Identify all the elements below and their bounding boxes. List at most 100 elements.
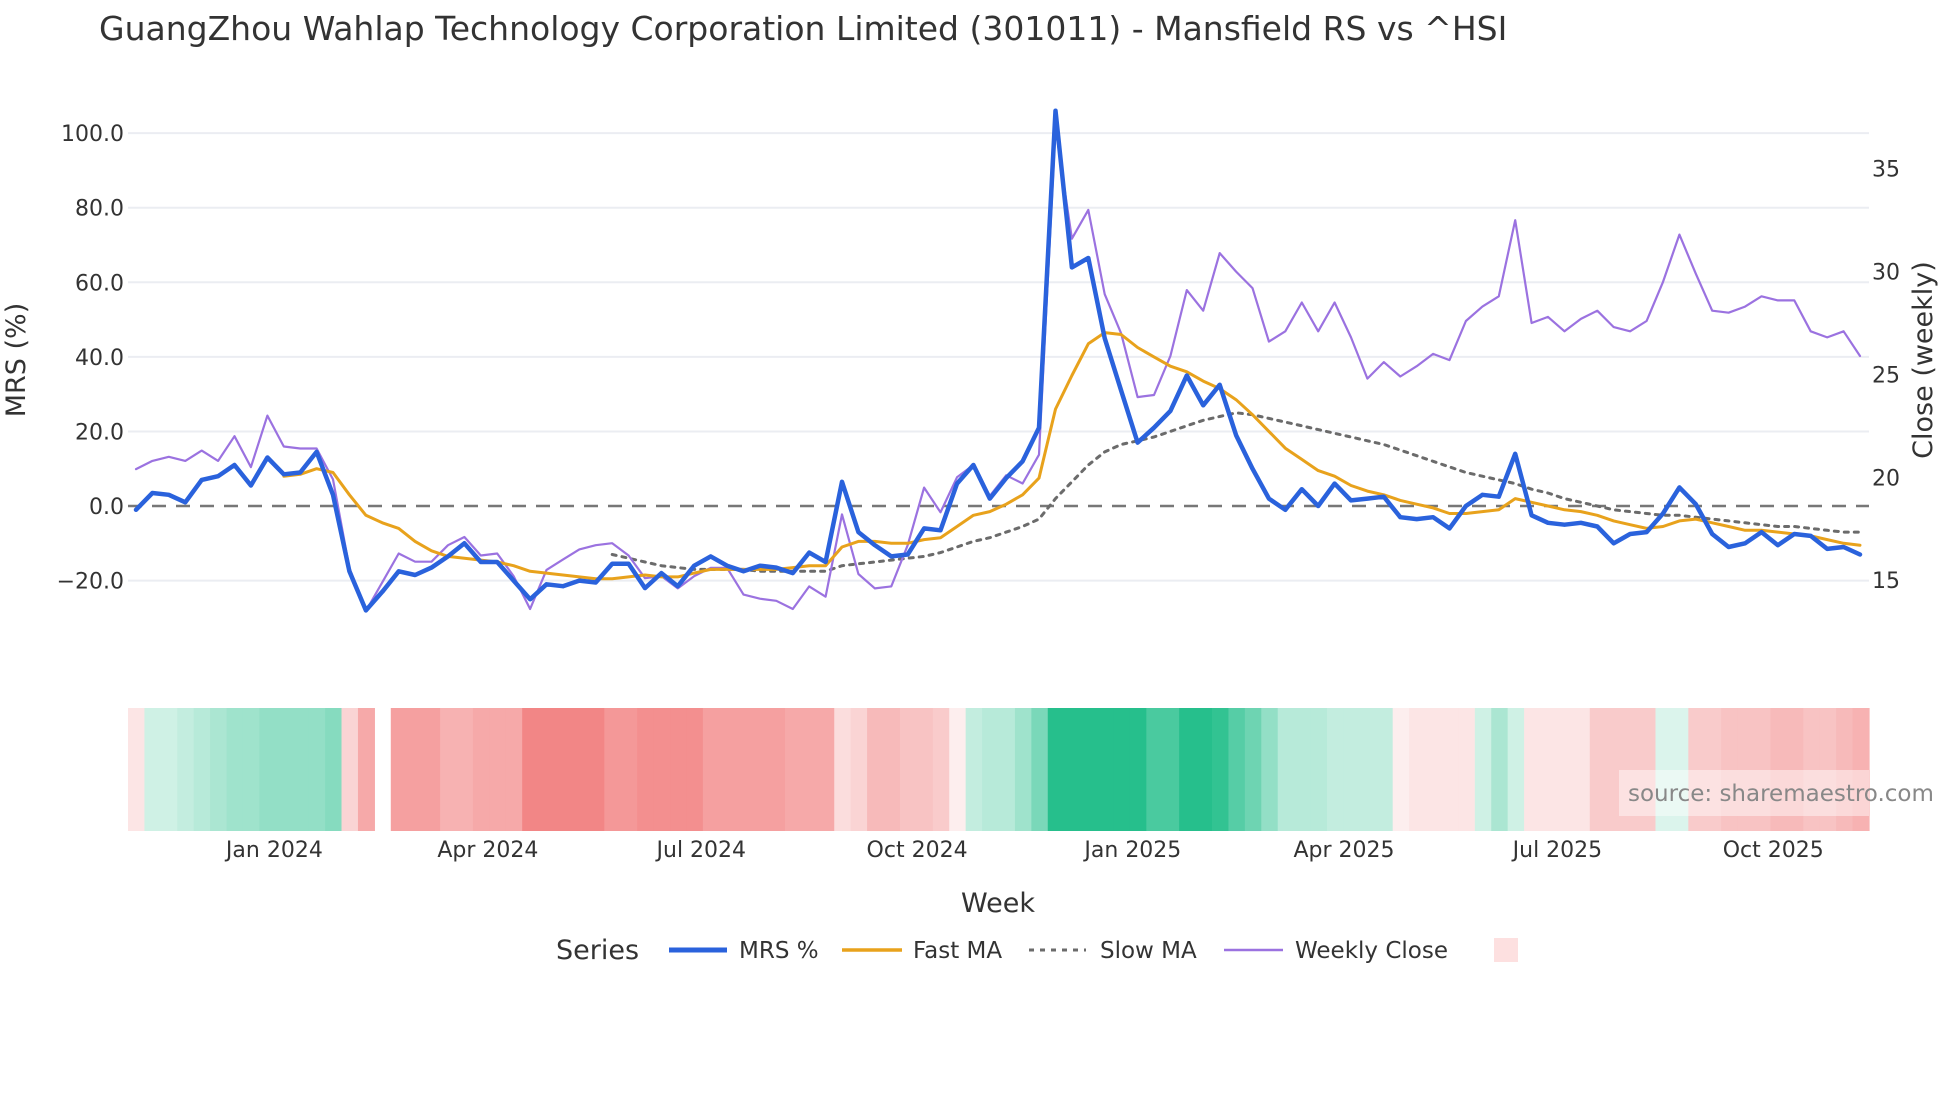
heatmap-strip bbox=[128, 708, 1870, 831]
heatmap-cell bbox=[587, 708, 605, 831]
x-tick-label: Jul 2024 bbox=[655, 838, 747, 863]
heatmap-cell bbox=[1852, 708, 1870, 831]
heatmap-cell bbox=[1770, 708, 1788, 831]
heatmap-cell bbox=[1491, 708, 1509, 831]
heatmap-cell bbox=[555, 708, 573, 831]
heatmap-cell bbox=[1326, 708, 1345, 831]
heatmap-cell bbox=[1754, 708, 1772, 831]
heatmap-cell bbox=[177, 708, 195, 831]
heatmap-cell bbox=[1014, 708, 1032, 831]
heatmap-cell bbox=[128, 708, 146, 831]
heatmap-cell bbox=[571, 708, 589, 831]
heatmap-cell bbox=[1277, 708, 1295, 831]
heatmap-cell bbox=[522, 708, 540, 831]
y-axis-title: MRS (%) bbox=[1, 303, 32, 418]
x-axis-title: Week bbox=[961, 888, 1035, 919]
heatmap-cell bbox=[752, 708, 770, 831]
heatmap-cell bbox=[686, 708, 704, 831]
y-tick-label: 40.0 bbox=[75, 346, 124, 371]
heatmap-cell bbox=[1294, 708, 1312, 831]
heatmap-cell bbox=[883, 708, 901, 831]
heatmap-cell bbox=[242, 708, 260, 831]
legend-item-fast-ma[interactable]: Fast MA bbox=[842, 938, 1002, 964]
heatmap-cell bbox=[1474, 708, 1492, 831]
weekly-close-line bbox=[134, 126, 1862, 613]
heatmap-cell bbox=[1458, 708, 1476, 831]
heatmap-cell bbox=[1819, 708, 1837, 831]
x-tick-label: Apr 2025 bbox=[1293, 838, 1394, 863]
heatmap-cell bbox=[1097, 708, 1115, 831]
heatmap-cell bbox=[1639, 708, 1657, 831]
heatmap-cell bbox=[637, 708, 655, 831]
heatmap-cell bbox=[1622, 708, 1640, 831]
heatmap-cell bbox=[1310, 708, 1328, 831]
heatmap-cell bbox=[1606, 708, 1624, 831]
heatmap-cell bbox=[670, 708, 688, 831]
heatmap-cell bbox=[850, 708, 868, 831]
heatmap-cell bbox=[817, 708, 835, 831]
heatmap-cell bbox=[1721, 708, 1739, 831]
heatmap-cell bbox=[653, 708, 671, 831]
heatmap-cell bbox=[341, 708, 359, 831]
heatmap-cell bbox=[1737, 708, 1755, 831]
heatmap-cell bbox=[1573, 708, 1591, 831]
heatmap-cell bbox=[1589, 708, 1607, 831]
y2-tick-label: 15 bbox=[1872, 569, 1900, 594]
legend-item-slow-ma[interactable]: Slow MA bbox=[1029, 938, 1197, 964]
heatmap-cell bbox=[1031, 708, 1049, 831]
x-tick-label: Oct 2024 bbox=[867, 838, 968, 863]
heatmap-cell bbox=[489, 708, 507, 831]
heatmap-cell bbox=[620, 708, 638, 831]
y-tick-label: 0.0 bbox=[89, 495, 124, 520]
heatmap-cell bbox=[144, 708, 162, 831]
heatmap-cell bbox=[1195, 708, 1213, 831]
legend-slow-ma-label: Slow MA bbox=[1100, 938, 1197, 964]
heatmap-cell bbox=[1786, 708, 1804, 831]
heatmap-cell bbox=[210, 708, 228, 831]
y-tick-label: 100.0 bbox=[61, 122, 124, 147]
legend: Series MRS % Fast MA Slow MA Weekly Clos… bbox=[556, 935, 1518, 966]
legend-item-heatmap[interactable] bbox=[1494, 938, 1518, 962]
heatmap-cell bbox=[1261, 708, 1279, 831]
y-tick-label: 80.0 bbox=[75, 197, 124, 222]
heatmap-cell bbox=[1507, 708, 1525, 831]
legend-heatmap-swatch bbox=[1494, 938, 1518, 962]
heatmap-cell bbox=[834, 708, 852, 831]
heatmap-cell bbox=[1688, 708, 1706, 831]
heatmap-cell bbox=[1556, 708, 1574, 831]
heatmap-cell bbox=[949, 708, 967, 831]
y-tick-label: 60.0 bbox=[75, 271, 124, 296]
heatmap-cell bbox=[801, 708, 819, 831]
legend-item-mrs[interactable]: MRS % bbox=[669, 938, 819, 964]
chart-title: GuangZhou Wahlap Technology Corporation … bbox=[99, 9, 1507, 48]
heatmap-cell bbox=[1409, 708, 1427, 831]
heatmap-cell bbox=[275, 708, 293, 831]
gridlines bbox=[128, 132, 1869, 582]
y2-tick-label: 30 bbox=[1872, 261, 1900, 286]
heatmap-cell bbox=[292, 708, 310, 831]
heatmap-cell bbox=[1392, 708, 1410, 831]
heatmap-cell bbox=[899, 708, 917, 831]
heatmap-cell bbox=[998, 708, 1016, 831]
heatmap-cell bbox=[1113, 708, 1131, 831]
heatmap-cell bbox=[702, 708, 720, 831]
y2-axis-ticks: 35 30 25 20 15 bbox=[1872, 158, 1900, 594]
heatmap-cell bbox=[1836, 708, 1854, 831]
x-tick-label: Jan 2024 bbox=[224, 838, 323, 863]
heatmap-cell bbox=[867, 708, 885, 831]
heatmap-cell bbox=[735, 708, 753, 831]
y-tick-label: 20.0 bbox=[75, 420, 124, 445]
heatmap-cell bbox=[1343, 708, 1361, 831]
x-tick-label: Jan 2025 bbox=[1082, 838, 1181, 863]
heatmap-cell bbox=[932, 708, 950, 831]
heatmap-cell bbox=[1359, 708, 1377, 831]
heatmap-cell bbox=[160, 708, 178, 831]
x-tick-label: Jul 2025 bbox=[1511, 838, 1603, 863]
slow-ma-line bbox=[610, 411, 1862, 573]
legend-title: Series bbox=[556, 935, 639, 966]
heatmap-cell bbox=[1540, 708, 1558, 831]
x-tick-label: Oct 2025 bbox=[1723, 838, 1824, 863]
heatmap-cell bbox=[1047, 708, 1065, 831]
legend-item-weekly-close[interactable]: Weekly Close bbox=[1224, 938, 1448, 964]
